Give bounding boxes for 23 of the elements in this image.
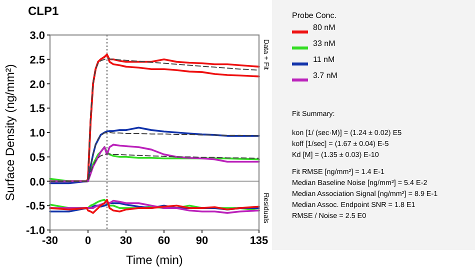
x-axis-title: Time (min) (126, 253, 183, 267)
y-tick-label: 1.5 (30, 103, 45, 116)
y-tick-label: 3.0 (30, 30, 45, 42)
y-tick-label: -1.0 (26, 225, 45, 237)
y-tick-label: -0.5 (26, 200, 45, 213)
y-tick-label: 0.5 (30, 152, 45, 164)
x-tick-label: 30 (120, 235, 132, 247)
chart-title: CLP1 (28, 4, 59, 18)
x-tick-label: 90 (196, 235, 208, 247)
legend-label: 33 nM (313, 39, 336, 48)
y-tick-label: 2.0 (30, 78, 45, 91)
x-tick-label: 135 (250, 235, 268, 247)
legend-label: 3.7 nM (313, 71, 338, 80)
legend-title: Probe Conc. (292, 11, 336, 20)
y-tick-label: 2.5 (30, 54, 45, 66)
y-tick-label: 1.0 (30, 128, 45, 140)
x-tick-label: 60 (158, 235, 170, 247)
y-tick-label: 0.0 (30, 176, 45, 188)
x-tick-label: 0 (84, 235, 92, 247)
legend-label: 11 nM (313, 55, 335, 64)
x-tick-label: -30 (42, 235, 58, 247)
y-axis-title: Surface Density (ng/mm²) (3, 64, 17, 201)
legend-label: 80 nM (313, 23, 336, 32)
